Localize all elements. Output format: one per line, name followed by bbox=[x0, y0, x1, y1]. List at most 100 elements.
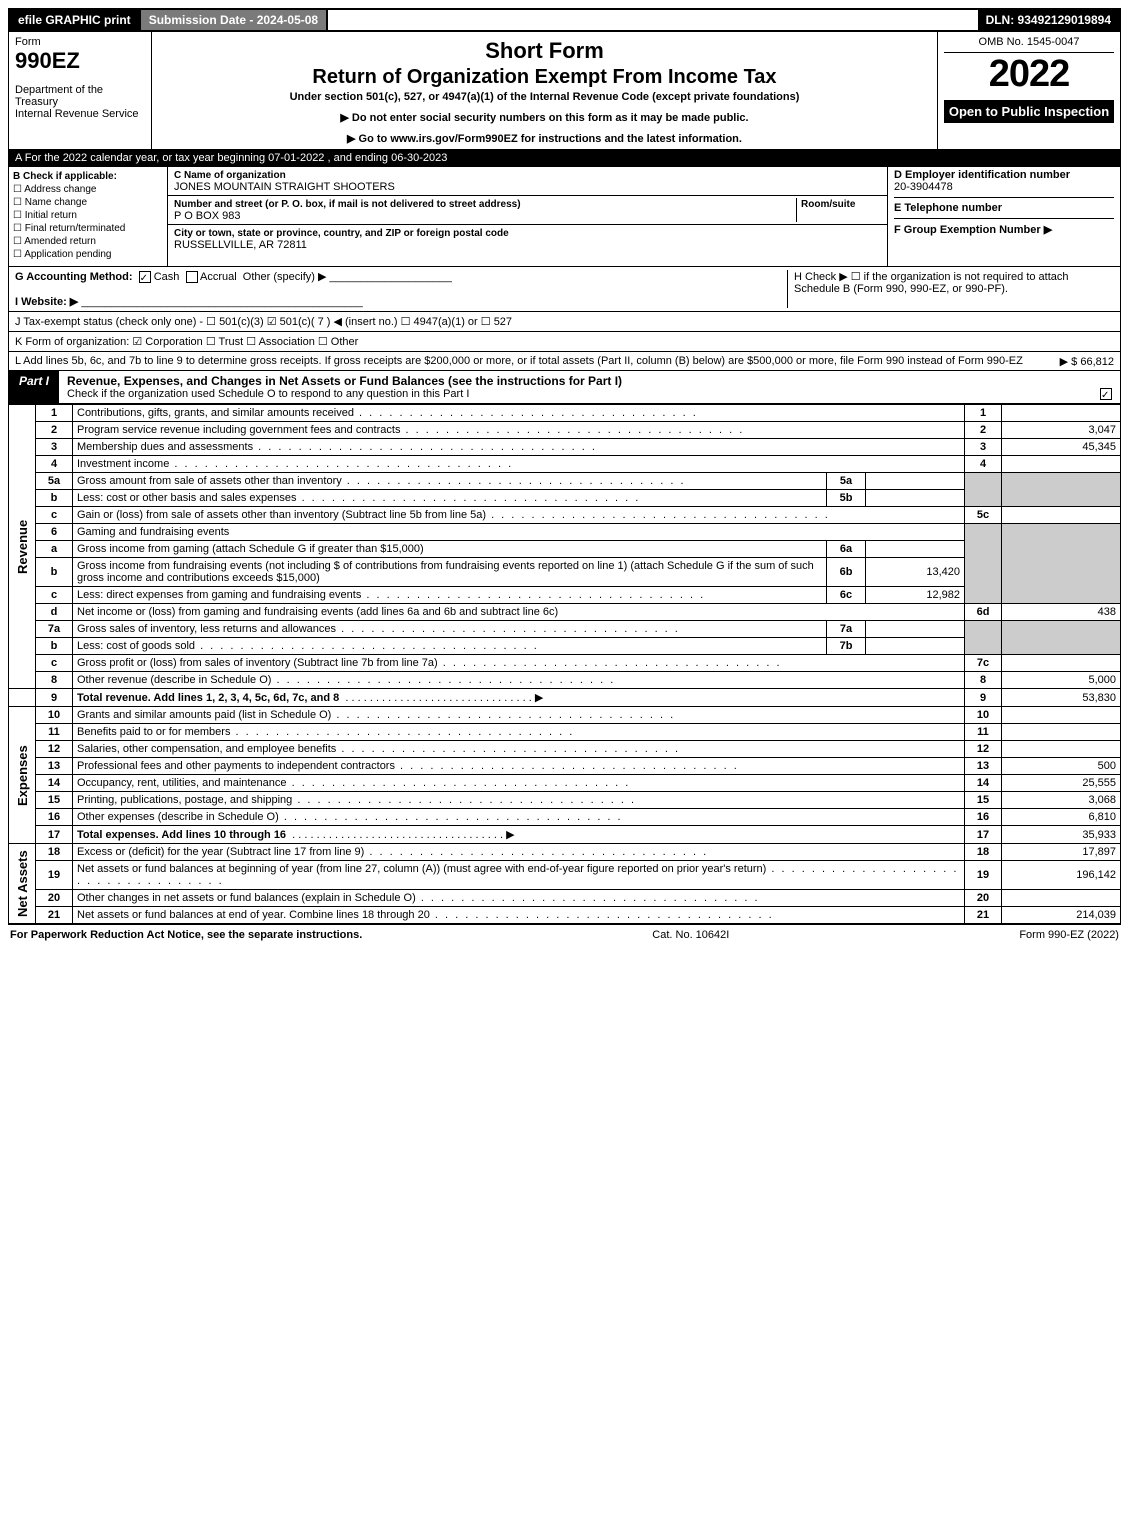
line-13-value: 500 bbox=[1002, 758, 1121, 775]
submission-date: Submission Date - 2024-05-08 bbox=[139, 10, 328, 30]
section-b: B Check if applicable: ☐ Address change … bbox=[9, 167, 168, 266]
section-gh: G Accounting Method: Cash Accrual Other … bbox=[8, 267, 1121, 312]
dln-label: DLN: 93492129019894 bbox=[978, 10, 1119, 30]
chk-initial-return[interactable]: ☐ Initial return bbox=[13, 210, 163, 221]
line-9-value: 53,830 bbox=[1002, 689, 1121, 707]
top-bar: efile GRAPHIC print Submission Date - 20… bbox=[8, 8, 1121, 32]
ssn-note: ▶ Do not enter social security numbers o… bbox=[158, 111, 931, 124]
line-9-text: Total revenue. Add lines 1, 2, 3, 4, 5c,… bbox=[73, 689, 965, 707]
line-11-text: Benefits paid to or for members bbox=[73, 724, 965, 741]
line-7c-text: Gross profit or (loss) from sales of inv… bbox=[73, 655, 965, 672]
chk-amended-return[interactable]: ☐ Amended return bbox=[13, 236, 163, 247]
org-name: JONES MOUNTAIN STRAIGHT SHOOTERS bbox=[174, 181, 395, 193]
chk-name-change[interactable]: ☐ Name change bbox=[13, 197, 163, 208]
line-18-value: 17,897 bbox=[1002, 844, 1121, 861]
line-14-text: Occupancy, rent, utilities, and maintena… bbox=[73, 775, 965, 792]
group-label: F Group Exemption Number ▶ bbox=[894, 224, 1052, 236]
line-19-value: 196,142 bbox=[1002, 861, 1121, 890]
netassets-section-label: Net Assets bbox=[9, 844, 36, 924]
irs-link-note: ▶ Go to www.irs.gov/Form990EZ for instru… bbox=[158, 132, 931, 145]
ein-label: D Employer identification number bbox=[894, 169, 1070, 181]
form-label: Form bbox=[15, 36, 145, 48]
line-5a-row: Gross amount from sale of assets other t… bbox=[73, 473, 965, 490]
line-19-text: Net assets or fund balances at beginning… bbox=[73, 861, 965, 890]
line-5c-value bbox=[1002, 507, 1121, 524]
header-center: Short Form Return of Organization Exempt… bbox=[152, 32, 938, 149]
line-16-value: 6,810 bbox=[1002, 809, 1121, 826]
line-6b-value: 13,420 bbox=[866, 558, 965, 586]
line-7c-value bbox=[1002, 655, 1121, 672]
line-3-value: 45,345 bbox=[1002, 439, 1121, 456]
part1-label: Part I bbox=[9, 371, 59, 403]
line-1-value bbox=[1002, 405, 1121, 422]
line-4-text: Investment income bbox=[73, 456, 965, 473]
section-l: L Add lines 5b, 6c, and 7b to line 9 to … bbox=[8, 352, 1121, 371]
line-6c-value: 12,982 bbox=[866, 587, 965, 603]
line-2-text: Program service revenue including govern… bbox=[73, 422, 965, 439]
street-value: P O BOX 983 bbox=[174, 210, 240, 222]
efile-label: efile GRAPHIC print bbox=[10, 10, 139, 30]
line-15-value: 3,068 bbox=[1002, 792, 1121, 809]
line-5c-text: Gain or (loss) from sale of assets other… bbox=[73, 507, 965, 524]
line-17-text: Total expenses. Add lines 10 through 16 … bbox=[73, 826, 965, 844]
page-footer: For Paperwork Reduction Act Notice, see … bbox=[8, 924, 1121, 945]
footer-center: Cat. No. 10642I bbox=[652, 929, 729, 941]
line-16-text: Other expenses (describe in Schedule O) bbox=[73, 809, 965, 826]
section-k: K Form of organization: ☑ Corporation ☐ … bbox=[8, 332, 1121, 352]
chk-schedule-o[interactable] bbox=[1100, 388, 1112, 400]
city-row: City or town, state or province, country… bbox=[168, 225, 887, 253]
section-b-label: B Check if applicable: bbox=[13, 171, 117, 182]
expenses-section-label: Expenses bbox=[9, 707, 36, 844]
part1-title: Revenue, Expenses, and Changes in Net As… bbox=[59, 371, 1120, 403]
chk-cash[interactable] bbox=[139, 271, 151, 283]
department: Department of the Treasury Internal Reve… bbox=[15, 84, 145, 120]
line-17-value: 35,933 bbox=[1002, 826, 1121, 844]
room-label: Room/suite bbox=[801, 199, 855, 210]
chk-address-change[interactable]: ☐ Address change bbox=[13, 184, 163, 195]
line-8-value: 5,000 bbox=[1002, 672, 1121, 689]
chk-application-pending[interactable]: ☐ Application pending bbox=[13, 249, 163, 260]
section-h: H Check ▶ ☐ if the organization is not r… bbox=[787, 270, 1114, 308]
footer-right: Form 990-EZ (2022) bbox=[1019, 929, 1119, 941]
info-block: B Check if applicable: ☐ Address change … bbox=[8, 167, 1121, 267]
line-7b-row: Less: cost of goods sold 7b bbox=[73, 638, 965, 655]
line-3-text: Membership dues and assessments bbox=[73, 439, 965, 456]
gross-receipts-amount: ▶ $ 66,812 bbox=[1060, 355, 1114, 368]
part1-header: Part I Revenue, Expenses, and Changes in… bbox=[8, 371, 1121, 404]
line-4-value bbox=[1002, 456, 1121, 473]
city-value: RUSSELLVILLE, AR 72811 bbox=[174, 239, 307, 251]
chk-accrual[interactable] bbox=[186, 271, 198, 283]
line-21-text: Net assets or fund balances at end of ye… bbox=[73, 907, 965, 924]
header-left: Form 990EZ Department of the Treasury In… bbox=[9, 32, 152, 149]
city-label: City or town, state or province, country… bbox=[174, 228, 509, 239]
ein-block: D Employer identification number 20-3904… bbox=[894, 169, 1114, 198]
group-exemption-block: F Group Exemption Number ▶ bbox=[894, 223, 1114, 236]
line-20-text: Other changes in net assets or fund bala… bbox=[73, 890, 965, 907]
line-5b-row: Less: cost or other basis and sales expe… bbox=[73, 490, 965, 507]
org-name-label: C Name of organization bbox=[174, 170, 286, 181]
form-number: 990EZ bbox=[15, 48, 145, 74]
line-6a-row: Gross income from gaming (attach Schedul… bbox=[73, 541, 965, 558]
line-6b-row: Gross income from fundraising events (no… bbox=[73, 558, 965, 587]
omb-number: OMB No. 1545-0047 bbox=[944, 36, 1114, 53]
line-2-value: 3,047 bbox=[1002, 422, 1121, 439]
main-title: Return of Organization Exempt From Incom… bbox=[158, 66, 931, 89]
footer-left: For Paperwork Reduction Act Notice, see … bbox=[10, 929, 362, 941]
line-12-text: Salaries, other compensation, and employ… bbox=[73, 741, 965, 758]
section-c: C Name of organization JONES MOUNTAIN ST… bbox=[168, 167, 888, 266]
street-label: Number and street (or P. O. box, if mail… bbox=[174, 199, 521, 210]
section-g: G Accounting Method: Cash Accrual Other … bbox=[15, 270, 787, 308]
tel-block: E Telephone number bbox=[894, 202, 1114, 219]
line-8-text: Other revenue (describe in Schedule O) bbox=[73, 672, 965, 689]
spacer bbox=[328, 10, 977, 30]
line-15-text: Printing, publications, postage, and shi… bbox=[73, 792, 965, 809]
chk-final-return[interactable]: ☐ Final return/terminated bbox=[13, 223, 163, 234]
line-13-text: Professional fees and other payments to … bbox=[73, 758, 965, 775]
tax-year: 2022 bbox=[944, 53, 1114, 96]
section-def: D Employer identification number 20-3904… bbox=[888, 167, 1120, 266]
line-1-text: Contributions, gifts, grants, and simila… bbox=[73, 405, 965, 422]
line-10-value bbox=[1002, 707, 1121, 724]
line-6c-row: Less: direct expenses from gaming and fu… bbox=[73, 587, 965, 604]
open-to-public: Open to Public Inspection bbox=[944, 100, 1114, 123]
under-section: Under section 501(c), 527, or 4947(a)(1)… bbox=[158, 91, 931, 103]
